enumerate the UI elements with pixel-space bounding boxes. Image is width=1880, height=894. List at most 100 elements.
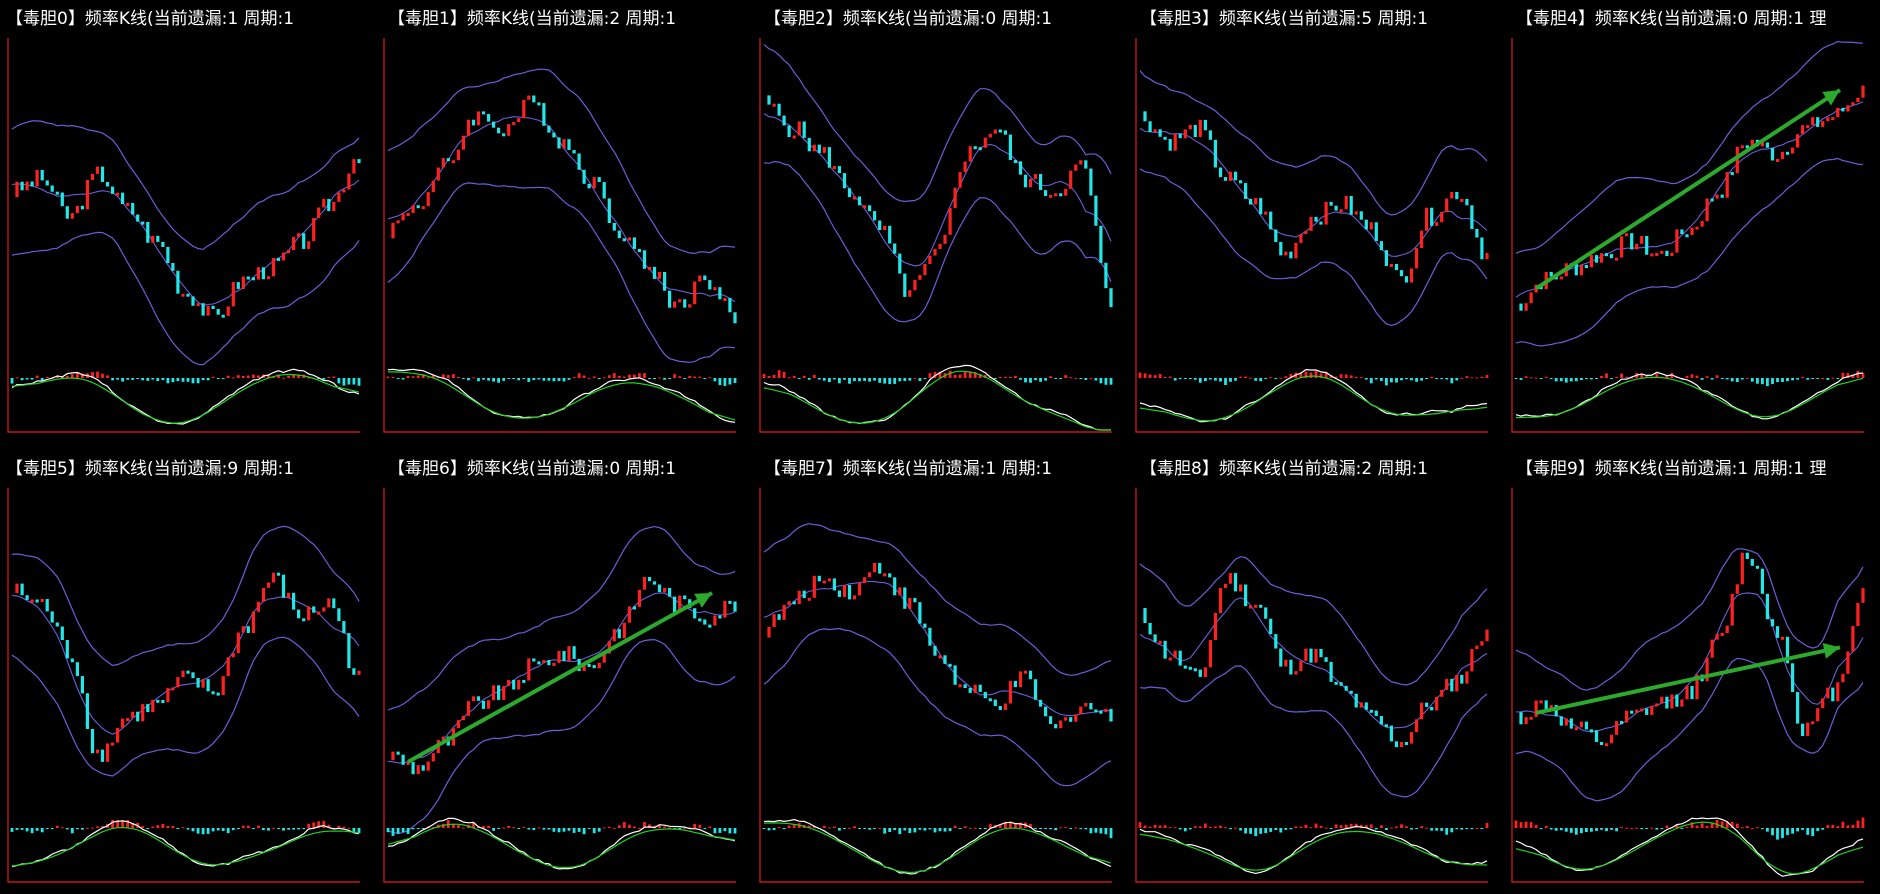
macd-histogram-bar	[643, 822, 646, 828]
macd-histogram-bar	[91, 372, 94, 378]
macd-histogram-bar	[20, 378, 24, 381]
candle-bar	[271, 572, 276, 583]
candle-bar	[1665, 250, 1669, 256]
candle-bar	[406, 213, 410, 216]
macd-histogram-bar	[1314, 823, 1318, 828]
macd-histogram-bar	[948, 370, 952, 378]
candle-bar	[958, 172, 962, 188]
macd-histogram-bar	[1209, 378, 1212, 380]
macd-histogram-bar	[1475, 827, 1479, 829]
macd-histogram-bar	[587, 377, 591, 379]
candle-bar	[1675, 694, 1679, 707]
candle-bar	[1013, 680, 1017, 688]
panel-axis-frame	[383, 488, 736, 883]
macd-histogram-bar	[807, 825, 811, 828]
macd-histogram-bar	[241, 376, 245, 378]
candle-bar	[337, 192, 341, 202]
macd-histogram-bar	[653, 378, 656, 379]
macd-histogram-bar	[131, 822, 135, 828]
candle-bar	[728, 298, 732, 313]
macd-histogram-bar	[1029, 824, 1032, 828]
macd-histogram-bar	[1304, 371, 1308, 378]
macd-histogram-bar	[1846, 373, 1850, 378]
macd-histogram-bar	[628, 824, 631, 828]
macd-histogram-bar	[15, 377, 19, 379]
candle-bar	[868, 572, 872, 578]
candle-bar	[1018, 161, 1023, 175]
macd-histogram-bar	[312, 822, 316, 828]
macd-histogram-bar	[762, 373, 766, 378]
macd-histogram-bar	[1610, 378, 1613, 379]
candle-bar	[1811, 117, 1815, 126]
macd-histogram-bar	[878, 378, 882, 383]
candle-bar	[50, 185, 54, 192]
candle-bar	[1544, 700, 1548, 711]
macd-histogram-bar	[241, 825, 245, 828]
candle-bar	[713, 615, 717, 626]
macd-histogram-bar	[1309, 372, 1313, 378]
candle-bar	[943, 655, 947, 664]
candle-bar	[1289, 251, 1293, 259]
macd-histogram-bar	[1796, 828, 1799, 832]
macd-histogram-bar	[1289, 373, 1293, 378]
macd-histogram-bar	[1465, 376, 1469, 378]
macd-histogram-bar	[1580, 378, 1583, 380]
macd-histogram-bar	[1735, 823, 1739, 828]
macd-histogram-bar	[1329, 828, 1333, 829]
macd-histogram-bar	[1771, 828, 1774, 836]
candle-bar	[1796, 134, 1800, 148]
macd-histogram-bar	[893, 828, 897, 831]
candle-bar	[126, 718, 130, 721]
macd-histogram-bar	[898, 828, 902, 835]
candle-bar	[1254, 198, 1258, 205]
macd-histogram-bar	[1791, 378, 1794, 381]
candle-bar	[1660, 250, 1664, 254]
macd-histogram-bar	[1364, 378, 1368, 380]
macd-histogram-bar	[1524, 821, 1528, 828]
macd-histogram-bar	[1645, 828, 1649, 829]
candle-bar	[1218, 588, 1223, 613]
candle-bar	[693, 281, 697, 305]
candle-bar	[1705, 198, 1709, 222]
candle-bar	[1745, 145, 1749, 149]
candle-bar	[883, 225, 887, 230]
candle-bar	[1846, 105, 1850, 112]
candle-bar	[1435, 222, 1439, 226]
candle-bar	[1705, 657, 1709, 682]
macd-histogram-bar	[668, 827, 671, 829]
macd-histogram-bar	[1178, 828, 1182, 830]
macd-histogram-bar	[1198, 378, 1202, 383]
macd-histogram-bar	[1380, 825, 1383, 828]
panel-0: 【毒胆0】频率K线(当前遗漏:1 周期:1	[6, 9, 361, 433]
macd-histogram-bar	[693, 376, 697, 378]
macd-histogram-bar	[342, 826, 346, 828]
macd-histogram-bar	[1420, 826, 1423, 828]
candle-bar	[85, 693, 89, 729]
candle-bar	[698, 618, 702, 622]
candle-bar	[466, 701, 471, 716]
candle-bar	[562, 651, 566, 661]
macd-histogram-bar	[1655, 373, 1659, 378]
macd-histogram-bar	[1750, 378, 1754, 382]
candle-bar	[1244, 183, 1248, 199]
macd-dea-line	[1515, 376, 1864, 419]
candle-bar	[852, 196, 857, 200]
macd-dif-line	[11, 368, 360, 425]
macd-histogram-bar	[1544, 376, 1548, 378]
candle-bar	[527, 95, 531, 100]
trend-arrow-head	[1822, 90, 1840, 106]
trend-arrow-line	[1534, 88, 1842, 291]
macd-histogram-bar	[337, 378, 341, 384]
macd-histogram-bar	[452, 374, 455, 378]
candle-bar	[923, 623, 927, 628]
candle-bar	[332, 598, 336, 609]
candle-bar	[1415, 719, 1419, 733]
macd-histogram-bar	[1158, 374, 1162, 378]
macd-histogram-bar	[196, 378, 200, 384]
upper-band-line	[11, 120, 360, 250]
macd-histogram-bar	[1143, 373, 1147, 378]
macd-histogram-bar	[532, 378, 536, 381]
macd-histogram-bar	[522, 378, 526, 379]
macd-histogram-bar	[1324, 371, 1328, 378]
candle-bar	[1480, 237, 1484, 260]
